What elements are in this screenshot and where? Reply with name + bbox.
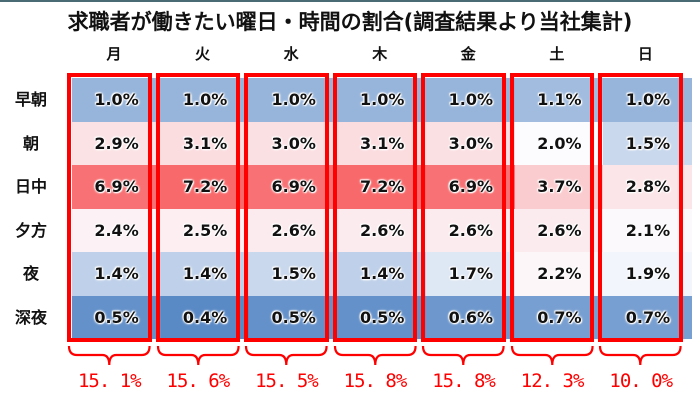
heatmap-cell: 1.4%	[72, 252, 162, 296]
column-total: 15. 5%	[255, 370, 319, 392]
heatmap-cell: 0.5%	[72, 295, 162, 339]
heatmap-cell: 1.5%	[249, 252, 339, 296]
heatmap-cell: 1.9%	[603, 252, 693, 296]
day-highlight-box	[155, 73, 241, 342]
heatmap-cell: 2.0%	[514, 121, 604, 165]
heatmap-cell: 1.0%	[249, 78, 339, 122]
heatmap-cell: 0.6%	[426, 295, 516, 339]
day-highlight-box	[244, 73, 329, 342]
heatmap-cell: 6.9%	[249, 165, 339, 209]
heatmap-cell: 2.6%	[426, 208, 516, 252]
day-highlight-box	[598, 73, 683, 342]
heatmap-cell: 0.4%	[160, 295, 250, 339]
column-header: 金	[460, 45, 476, 63]
column-total: 15. 6%	[166, 370, 231, 392]
heatmap-cell: 2.2%	[514, 252, 604, 296]
curly-brace-icon	[156, 345, 240, 366]
heatmap-grid: 1.0% 1.0% 1.0% 1.0% 1.0% 1.1% 1.0% 2.9% 3.1% 3.0%…	[72, 78, 693, 339]
heatmap-cell: 3.1%	[337, 121, 427, 165]
chart-title: 求職者が働きたい曜日・時間の割合(調査結果より当社集計)	[67, 10, 633, 34]
column-header: 土	[549, 45, 565, 63]
heatmap-cell: 1.0%	[160, 78, 250, 122]
heatmap-cell: 2.4%	[72, 208, 162, 252]
heatmap-cell: 6.9%	[72, 165, 162, 209]
heatmap-cell: 0.5%	[249, 295, 339, 339]
day-highlight-box	[421, 73, 506, 342]
heatmap-cell: 2.6%	[337, 208, 427, 252]
heatmap-cell: 7.2%	[160, 165, 250, 209]
column-header: 木	[372, 45, 388, 63]
column-header: 日	[637, 45, 653, 63]
row-label: 早朝	[14, 90, 47, 109]
column-header: 水	[283, 45, 299, 63]
column-total: 12. 3%	[520, 370, 585, 392]
curly-brace-icon	[510, 345, 594, 366]
heatmap-cell: 1.0%	[426, 78, 516, 122]
row-label: 深夜	[14, 307, 47, 327]
row-label: 日中	[14, 177, 47, 196]
row-label: 夕方	[14, 220, 47, 240]
heatmap-cell: 1.0%	[72, 78, 162, 122]
heatmap-cell: 1.7%	[426, 252, 516, 296]
heatmap-cell: 1.0%	[603, 78, 693, 122]
heatmap-cell: 1.4%	[160, 252, 250, 296]
heatmap-cell: 0.5%	[337, 295, 427, 339]
heatmap-cell: 1.0%	[337, 78, 427, 122]
row-label: 夜	[22, 264, 39, 283]
curly-brace-icon	[333, 345, 417, 366]
heatmap-cell: 1.5%	[603, 121, 693, 165]
heatmap-cell: 2.1%	[603, 208, 693, 252]
column-total: 15. 8%	[343, 370, 408, 392]
heatmap-cell: 2.6%	[249, 208, 339, 252]
heatmap-cell: 7.2%	[337, 165, 427, 209]
heatmap-cell: 2.8%	[603, 165, 693, 209]
curly-brace-icon	[422, 345, 505, 366]
curly-brace-icon	[67, 345, 151, 366]
heatmap-cell: 0.7%	[514, 295, 604, 339]
column-total: 10. 0%	[609, 370, 673, 392]
column-header: 火	[195, 45, 211, 63]
heatmap-cell: 1.4%	[337, 252, 427, 296]
curly-brace-icon	[245, 345, 328, 366]
day-highlight-box	[67, 73, 152, 342]
heatmap-cell: 3.1%	[160, 121, 250, 165]
heatmap-cell: 6.9%	[426, 165, 516, 209]
heatmap-cell: 1.1%	[514, 78, 604, 122]
column-total: 15. 1%	[77, 370, 142, 392]
heatmap-cell: 0.7%	[603, 295, 693, 339]
day-highlight-box	[332, 73, 418, 342]
column-header: 月	[106, 45, 122, 63]
heatmap-cell: 2.5%	[160, 208, 250, 252]
heatmap-cell: 3.0%	[249, 121, 339, 165]
day-highlight-box	[509, 73, 595, 342]
heatmap-cell: 2.9%	[72, 121, 162, 165]
heatmap-cell: 3.0%	[426, 121, 516, 165]
row-label: 朝	[22, 133, 39, 153]
top-rule	[0, 0, 700, 2]
column-total: 15. 8%	[432, 370, 496, 392]
heatmap-cell: 2.6%	[514, 208, 604, 252]
heatmap-cell: 3.7%	[514, 165, 604, 209]
curly-brace-icon	[599, 345, 683, 366]
